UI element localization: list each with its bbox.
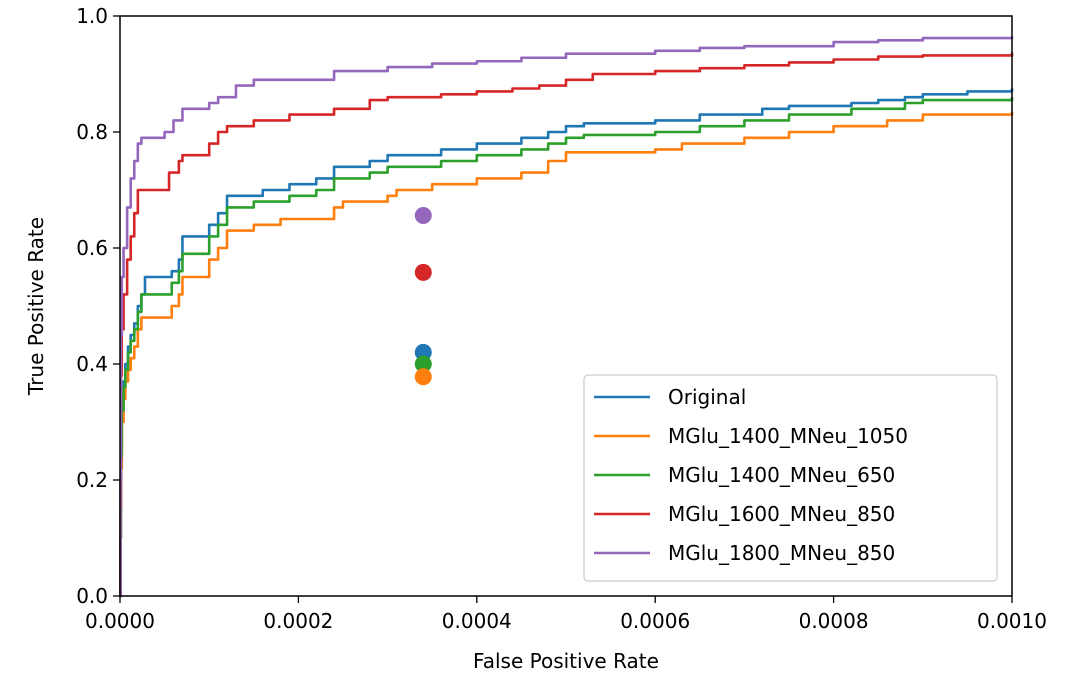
y-tick-label: 1.0 [76,4,108,28]
legend-label: MGlu_1400_MNeu_650 [668,463,895,487]
y-tick-label: 0.8 [76,120,108,144]
x-tick-label: 0.0010 [977,609,1047,633]
y-tick-label: 0.2 [76,468,108,492]
legend-label: MGlu_1400_MNeu_1050 [668,424,908,448]
y-axis: 0.0 0.2 0.4 0.6 0.8 1.0 [76,4,120,608]
legend-label: MGlu_1800_MNeu_850 [668,541,895,565]
marker-layer [414,207,432,386]
legend: Original MGlu_1400_MNeu_1050 MGlu_1400_MNe… [583,374,998,582]
legend-label: Original [668,385,746,409]
x-tick-label: 0.0008 [799,609,869,633]
plot-frame [119,15,1013,597]
series-line [119,36,1014,598]
operating-point-marker [414,355,432,373]
operating-point-marker [414,207,432,225]
series-line [119,52,1014,598]
x-tick-label: 0.0002 [263,609,333,633]
x-tick-label: 0.0004 [442,609,512,633]
operating-point-marker [414,368,432,386]
curve-layer [119,36,1014,598]
legend-label: MGlu_1600_MNeu_850 [668,502,895,526]
x-axis-title: False Positive Rate [473,649,659,673]
y-tick-label: 0.0 [76,584,108,608]
series-line [119,97,1014,598]
legend-box [583,374,998,582]
operating-point-marker [414,263,432,281]
x-axis: 0.0000 0.0002 0.0004 0.0006 0.0008 0.0010 [85,596,1047,633]
x-tick-label: 0.0000 [85,609,155,633]
y-tick-label: 0.4 [76,352,108,376]
y-axis-title: True Positive Rate [24,217,48,396]
y-tick-label: 0.6 [76,236,108,260]
x-tick-label: 0.0006 [620,609,690,633]
